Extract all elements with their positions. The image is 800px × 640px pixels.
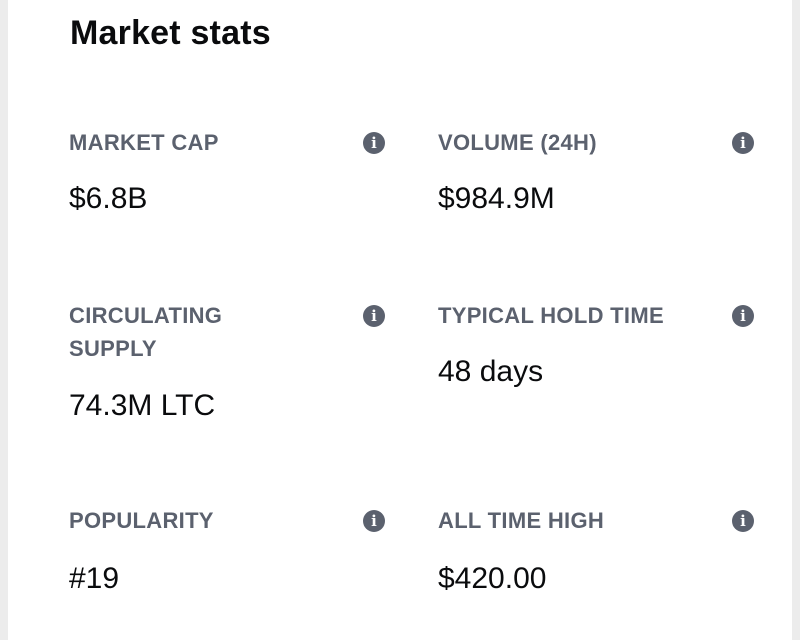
info-icon[interactable]: i xyxy=(363,510,385,532)
info-icon[interactable]: i xyxy=(732,305,754,327)
stat-value-popularity: #19 xyxy=(69,562,120,595)
stat-all-time-high: ALL TIME HIGH $420.00 i xyxy=(438,504,758,614)
info-icon[interactable]: i xyxy=(363,305,385,327)
stat-typical-hold-time: TYPICAL HOLD TIME 48 days i xyxy=(438,299,758,409)
section-title: Market stats xyxy=(70,14,271,52)
stat-volume-24h: VOLUME (24H) $984.9M i xyxy=(438,126,758,236)
stat-label-volume-24h: VOLUME (24H) xyxy=(438,130,597,155)
info-icon[interactable]: i xyxy=(363,132,385,154)
stat-value-typical-hold-time: 48 days xyxy=(438,355,544,388)
stat-label-typical-hold-time: TYPICAL HOLD TIME xyxy=(438,303,664,328)
market-stats-card: Market stats MARKET CAP $6.8B i VOLUME (… xyxy=(8,0,792,640)
stat-label-all-time-high: ALL TIME HIGH xyxy=(438,508,605,533)
info-icon[interactable]: i xyxy=(732,132,754,154)
stat-value-volume-24h: $984.9M xyxy=(438,182,555,215)
stat-market-cap: MARKET CAP $6.8B i xyxy=(69,126,389,236)
stat-label-popularity: POPULARITY xyxy=(69,508,214,533)
stat-label-market-cap: MARKET CAP xyxy=(69,130,219,155)
stat-label-circulating-supply: CIRCULATING SUPPLY xyxy=(69,303,223,361)
stat-value-market-cap: $6.8B xyxy=(69,182,148,215)
stat-value-all-time-high: $420.00 xyxy=(438,562,547,595)
info-icon[interactable]: i xyxy=(732,510,754,532)
stat-circulating-supply: CIRCULATING SUPPLY 74.3M LTC i xyxy=(69,299,389,439)
stat-popularity: POPULARITY #19 i xyxy=(69,504,389,614)
stat-value-circulating-supply: 74.3M LTC xyxy=(69,389,216,422)
